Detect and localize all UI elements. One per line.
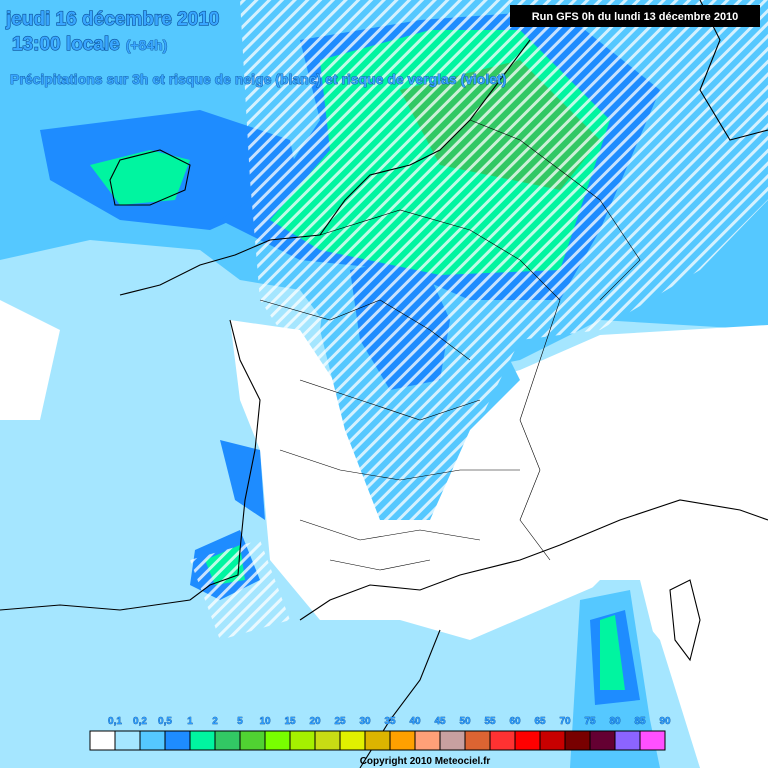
legend-label: 35 — [384, 716, 396, 727]
legend-swatch — [114, 730, 141, 751]
legend-label: 80 — [609, 716, 621, 727]
legend-label: 45 — [434, 716, 446, 727]
legend-swatch — [214, 730, 241, 751]
legend-swatch — [614, 730, 641, 751]
run-label: Run GFS 0h du lundi 13 décembre 2010 — [532, 11, 739, 23]
legend-swatch — [564, 730, 591, 751]
legend-swatch — [464, 730, 491, 751]
legend-label: 75 — [584, 716, 596, 727]
legend-label: 85 — [634, 716, 646, 727]
legend-swatch — [239, 730, 266, 751]
legend: 0,1 0,2 0,5 1 2 5 10 15 20 25 30 35 40 45 50 55 60 65 70 75… — [89, 716, 671, 751]
legend-label: 0,5 — [158, 716, 172, 727]
legend-label: 90 — [659, 716, 671, 727]
legend-swatch — [289, 730, 316, 751]
legend-swatch — [164, 730, 191, 751]
legend-swatch — [639, 730, 666, 751]
legend-label: 1 — [187, 716, 193, 727]
legend-label: 5 — [237, 716, 243, 727]
legend-swatch — [439, 730, 466, 751]
legend-label: 20 — [309, 716, 321, 727]
legend-label: 15 — [284, 716, 296, 727]
legend-swatch — [389, 730, 416, 751]
borders — [259, 119, 641, 571]
legend-swatch — [414, 730, 441, 751]
legend-swatch — [139, 730, 166, 751]
lead-label: (+84h) — [126, 37, 168, 53]
time-label: 13:00 locale — [12, 34, 120, 55]
legend-label: 40 — [409, 716, 421, 727]
legend-label: 70 — [559, 716, 571, 727]
legend-label: 0,1 — [108, 716, 122, 727]
legend-swatch — [339, 730, 366, 751]
legend-swatch — [539, 730, 566, 751]
legend-label: 10 — [259, 716, 271, 727]
legend-label: 30 — [359, 716, 371, 727]
date-title: jeudi 16 décembre 2010 — [5, 9, 219, 30]
legend-swatch — [264, 730, 291, 751]
legend-label: 60 — [509, 716, 521, 727]
legend-swatch — [589, 730, 616, 751]
legend-label: 55 — [484, 716, 496, 727]
legend-label: 65 — [534, 716, 546, 727]
legend-label: 0,2 — [133, 716, 147, 727]
legend-swatch — [364, 730, 391, 751]
legend-label: 2 — [212, 716, 218, 727]
legend-label: 25 — [334, 716, 346, 727]
copyright: Copyright 2010 Meteociel.fr — [360, 756, 491, 767]
run-box — [510, 5, 760, 27]
legend-swatch — [89, 730, 116, 751]
legend-label: 50 — [459, 716, 471, 727]
legend-swatch — [314, 730, 341, 751]
description: Précipitations sur 3h et risque de neige… — [10, 71, 506, 87]
legend-swatch — [489, 730, 516, 751]
time-title: 13:00 locale (+84h) — [12, 34, 167, 55]
legend-swatch — [189, 730, 216, 751]
legend-swatch — [514, 730, 541, 751]
